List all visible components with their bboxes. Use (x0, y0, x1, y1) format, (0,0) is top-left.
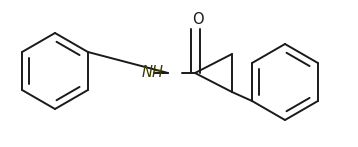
Text: NH: NH (142, 65, 164, 80)
Text: O: O (192, 11, 204, 26)
